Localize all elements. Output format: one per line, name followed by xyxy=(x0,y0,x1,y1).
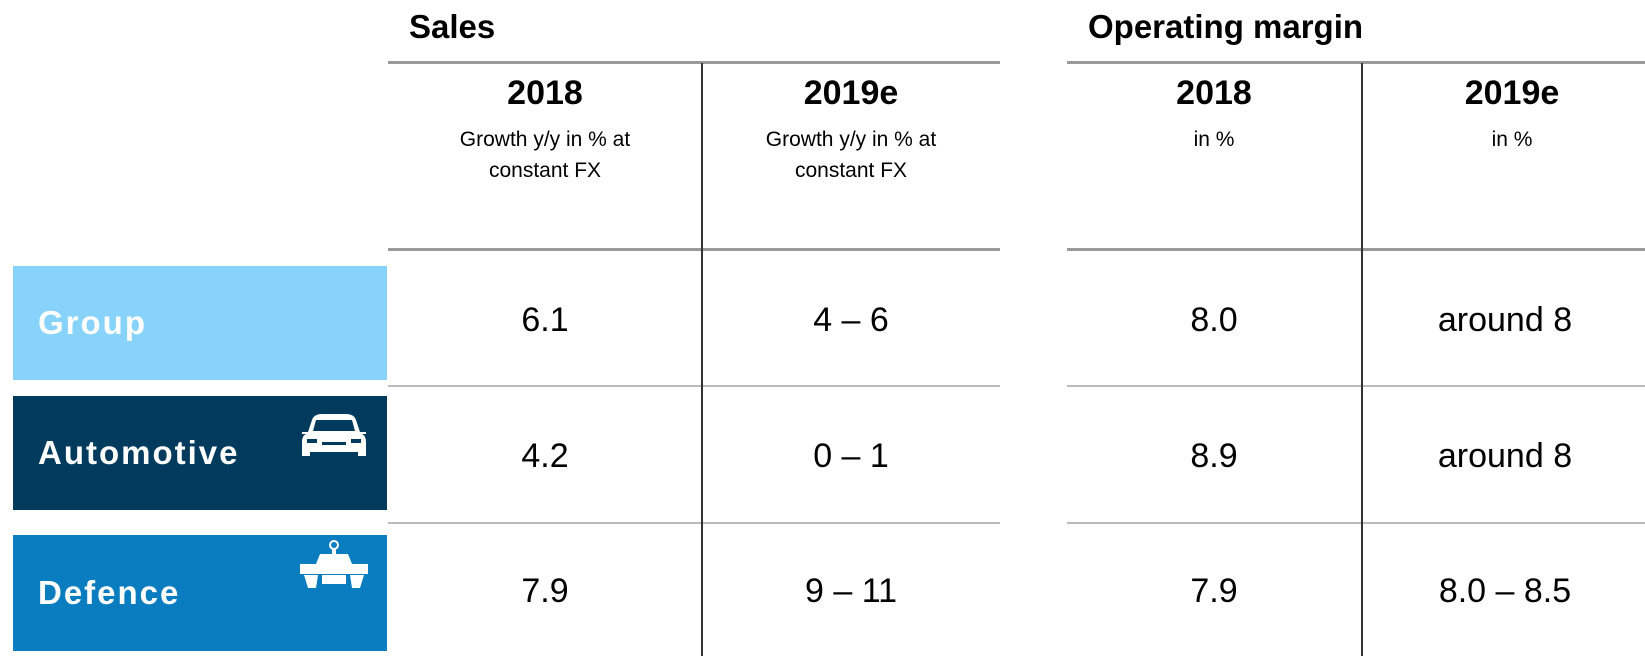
header-rule xyxy=(388,248,1000,251)
cell: 7.9 xyxy=(521,572,569,610)
column-unit: in % xyxy=(1491,128,1533,151)
row-label: Group xyxy=(13,266,387,380)
cell: 4 – 6 xyxy=(813,301,889,339)
header-rule xyxy=(1067,61,1645,64)
column-unit: Growth y/y in % at constant FX xyxy=(459,128,631,182)
header-rule xyxy=(1067,248,1645,251)
column-year: 2018 xyxy=(1176,74,1252,112)
cell: 9 – 11 xyxy=(804,572,897,610)
cell: 8.0 – 8.5 xyxy=(1438,572,1572,610)
column-divider xyxy=(701,63,703,656)
column-year: 2019e xyxy=(803,74,899,112)
column-unit: in % xyxy=(1193,128,1235,151)
cell: 8.0 xyxy=(1190,301,1238,339)
group-title: Sales xyxy=(409,8,496,45)
column-divider xyxy=(1361,63,1363,656)
cell: 0 – 1 xyxy=(813,437,889,475)
row-rule xyxy=(388,522,1000,524)
cell: 7.9 xyxy=(1190,572,1238,610)
row-rule xyxy=(1067,385,1645,387)
column-year: 2019e xyxy=(1464,74,1560,112)
column-unit: Growth y/y in % at constant FX xyxy=(765,128,937,182)
column-year: 2018 xyxy=(507,74,583,112)
icon xyxy=(300,540,368,588)
row-rule xyxy=(388,385,1000,387)
cell: around 8 xyxy=(1437,437,1573,475)
cell: 6.1 xyxy=(521,301,569,339)
icon xyxy=(302,414,366,456)
cell: 8.9 xyxy=(1190,437,1238,475)
group-title: Operating margin xyxy=(1088,8,1364,45)
row-rule xyxy=(1067,522,1645,524)
cell: around 8 xyxy=(1437,301,1573,339)
header-rule xyxy=(388,61,1000,64)
cell: 4.2 xyxy=(521,437,569,475)
